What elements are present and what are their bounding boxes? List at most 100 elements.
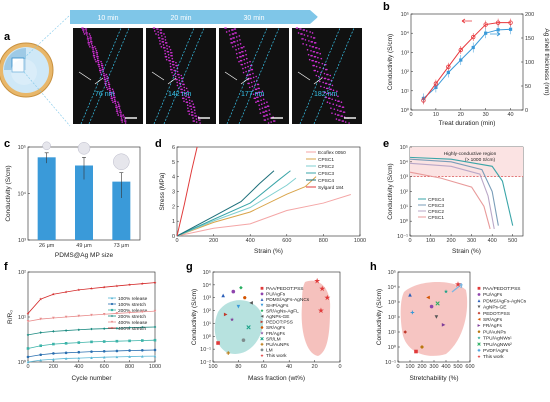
ag-particle <box>265 110 268 112</box>
panel-a-label: a <box>4 31 11 43</box>
ag-particle <box>310 36 313 38</box>
ag-particle <box>259 95 262 98</box>
ag-particle <box>337 114 340 116</box>
f-point <box>77 356 81 360</box>
b-ytick-label: 10⁵ <box>401 11 409 18</box>
ag-particle <box>314 42 317 44</box>
h-point <box>410 310 415 315</box>
e-xtick-label: 0 <box>408 238 411 244</box>
ag-particle <box>309 45 311 47</box>
panel-c-label: c <box>4 138 10 150</box>
ag-particle <box>90 41 93 43</box>
frame-time-label: 30 min <box>243 15 264 22</box>
ag-particle <box>306 48 309 51</box>
ag-particle <box>237 47 240 50</box>
h-legend-marker <box>477 348 481 352</box>
ag-particle <box>190 108 193 110</box>
f-legend-label: 400% release <box>118 320 148 326</box>
ag-particle <box>181 94 184 97</box>
ag-particle <box>254 97 257 100</box>
f-point <box>153 348 157 352</box>
f-point <box>140 282 144 285</box>
ag-particle <box>191 100 193 103</box>
ag-particle <box>325 96 328 99</box>
d-ytick-label: 6 <box>172 145 175 151</box>
f-point <box>26 311 30 315</box>
e-annotation: (> 1000 S/cm) <box>465 157 496 163</box>
e-ytick-label: 10⁴ <box>400 159 409 166</box>
h-legend-label: PU/AuNPs <box>483 329 507 335</box>
ag-particle <box>321 62 324 65</box>
b-arrow-right-axis <box>461 18 472 24</box>
ag-particle <box>257 83 260 86</box>
ag-particle <box>308 40 310 42</box>
g-point <box>317 307 324 314</box>
c-category-label: 73 μm <box>114 243 130 249</box>
ag-particle <box>92 46 95 49</box>
b-ytick-right-label: 50 <box>525 84 531 90</box>
ag-particle <box>317 75 320 78</box>
g-legend-marker <box>260 303 264 307</box>
h-xtick-label: 500 <box>453 364 462 370</box>
panel-e-label: e <box>383 138 389 150</box>
ag-particle <box>245 53 247 56</box>
b-ytick-label: 10⁰ <box>401 107 410 114</box>
f-legend-marker <box>110 302 114 306</box>
ag-particle <box>188 99 191 102</box>
ag-particle <box>117 114 120 116</box>
ag-particle <box>186 104 189 106</box>
ag-particle <box>113 92 116 95</box>
d-legend-label: CPSC3 <box>318 171 334 177</box>
d-ytick-label: 3 <box>172 190 175 196</box>
ag-particle <box>324 63 327 66</box>
f-point <box>153 309 157 313</box>
ag-particle <box>330 88 332 91</box>
ag-particle <box>319 66 321 69</box>
sem-frame <box>219 28 289 124</box>
h-point <box>435 301 440 306</box>
ag-particle <box>316 70 319 73</box>
ag-particle <box>263 115 266 117</box>
f-point <box>39 297 43 301</box>
ag-particle <box>244 66 247 69</box>
ag-particle <box>110 91 112 94</box>
g-point <box>226 351 231 355</box>
ag-particle <box>257 96 259 99</box>
f-legend-marker <box>110 326 114 330</box>
f-point <box>39 353 42 357</box>
b-ytick-label: 10² <box>401 70 409 76</box>
ag-particle <box>313 50 316 53</box>
f-point <box>115 327 119 330</box>
c-category-label: 49 μm <box>76 243 92 249</box>
ag-particle <box>116 108 118 110</box>
ag-particle <box>160 35 163 37</box>
ag-particle <box>195 115 198 117</box>
ag-particle <box>158 37 161 39</box>
ag-particle <box>193 120 196 122</box>
h-legend-marker <box>477 354 481 358</box>
panel-g: g 100 80 60 40 20 0 10⁻² 10⁻¹ 10⁰ 10¹ 10² 10³ 10⁴ 10⁵… <box>186 261 342 382</box>
g-ylabel: Conductivity (S/cm) <box>191 289 198 345</box>
ag-particle <box>165 55 168 58</box>
ag-particle <box>256 92 259 95</box>
ag-particle <box>255 88 258 91</box>
ag-particle <box>163 33 165 35</box>
ag-particle <box>191 114 194 116</box>
ag-particle <box>225 31 228 33</box>
b-xtick-label: 10 <box>433 112 439 118</box>
frame-time-label: 10 min <box>97 15 118 22</box>
h-ytick-label: 10⁻¹ <box>385 360 396 366</box>
ag-particle <box>103 76 106 79</box>
ag-particle <box>86 34 88 36</box>
h-point <box>455 281 461 287</box>
ag-particle <box>266 101 268 104</box>
ag-particle <box>122 114 125 116</box>
g-legend-label: SR/AgNs-AgFL <box>266 308 299 314</box>
d-legend-label: CPSC2 <box>318 164 334 170</box>
ag-particle <box>120 117 123 119</box>
ag-particle <box>242 67 244 70</box>
b-ytick-right-label: 0 <box>525 108 528 114</box>
h-legend-marker <box>477 342 481 346</box>
ag-particle <box>324 77 327 80</box>
g-ytick-label: 10⁻² <box>200 360 211 366</box>
